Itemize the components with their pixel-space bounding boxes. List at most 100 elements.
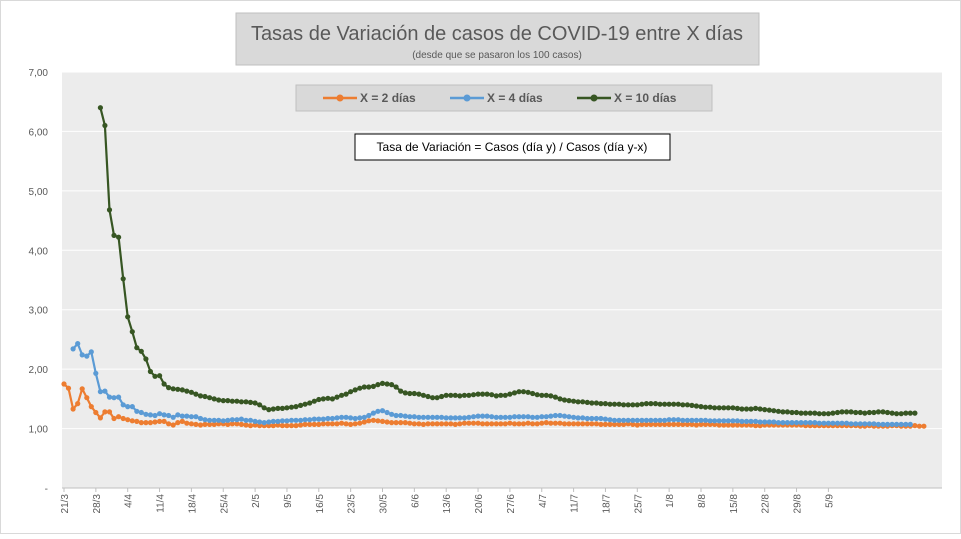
data-point xyxy=(375,382,381,388)
data-point xyxy=(575,421,581,427)
data-point xyxy=(170,422,176,428)
series-2 xyxy=(70,341,913,427)
data-point xyxy=(552,420,559,426)
data-point xyxy=(238,416,244,422)
data-point xyxy=(307,421,313,427)
data-point xyxy=(621,402,627,408)
data-point xyxy=(443,392,449,398)
x-tick-label: 11/4 xyxy=(156,494,167,513)
data-point xyxy=(220,418,226,424)
y-tick-label: - xyxy=(45,484,48,495)
data-point xyxy=(129,329,135,335)
y-tick-label: 3,00 xyxy=(29,306,49,317)
x-axis-ticks: 21/3 28/3 4/4 11/4 18/4 25/4 2/5 9/5 16/5 23/5 30/… xyxy=(60,488,835,513)
data-point xyxy=(343,421,349,427)
data-point xyxy=(266,423,272,429)
data-point xyxy=(134,418,140,424)
data-point xyxy=(398,388,404,394)
data-point xyxy=(671,401,677,407)
x-tick-label: 29/8 xyxy=(793,494,804,514)
data-point xyxy=(652,401,659,407)
x-tick-label: 20/6 xyxy=(474,494,485,514)
data-point xyxy=(261,405,267,411)
data-point xyxy=(489,414,495,420)
data-point xyxy=(534,414,540,420)
data-point xyxy=(484,413,490,419)
data-point xyxy=(684,421,691,427)
data-point xyxy=(466,420,472,426)
data-point xyxy=(147,368,153,375)
data-point xyxy=(175,412,181,418)
data-point xyxy=(152,412,158,419)
data-point xyxy=(339,420,345,426)
data-point xyxy=(716,418,722,424)
data-point xyxy=(753,423,759,429)
data-point xyxy=(762,407,768,413)
data-point xyxy=(361,419,367,425)
data-point xyxy=(430,421,436,427)
data-point xyxy=(325,415,331,422)
data-point xyxy=(357,420,363,426)
data-point xyxy=(284,405,290,411)
data-point xyxy=(402,413,408,419)
data-point xyxy=(439,393,445,400)
data-point xyxy=(853,409,859,416)
gridlines xyxy=(62,71,942,489)
data-point xyxy=(757,419,763,425)
data-point xyxy=(402,420,408,426)
data-point xyxy=(84,353,90,359)
data-point xyxy=(379,418,386,424)
data-point xyxy=(607,417,613,423)
data-point xyxy=(693,417,700,423)
data-point xyxy=(816,420,822,426)
data-point xyxy=(698,417,704,423)
x-tick-label: 22/8 xyxy=(761,494,772,514)
data-point xyxy=(584,415,590,422)
x-tick-label: 21/3 xyxy=(60,494,71,514)
data-point xyxy=(188,421,194,427)
data-point xyxy=(611,401,618,407)
data-point xyxy=(743,418,750,424)
data-point xyxy=(871,409,877,416)
data-point xyxy=(639,401,645,407)
x-tick-label: 13/6 xyxy=(442,494,453,514)
data-point xyxy=(516,414,522,420)
data-point xyxy=(552,412,559,419)
data-point xyxy=(734,422,741,428)
data-point xyxy=(634,422,640,428)
data-point xyxy=(175,386,181,392)
data-point xyxy=(316,396,322,403)
data-point xyxy=(821,420,827,426)
data-point xyxy=(903,410,909,416)
data-point xyxy=(753,405,759,411)
data-point xyxy=(366,412,372,419)
data-point xyxy=(889,421,895,427)
data-point xyxy=(684,417,691,423)
data-point xyxy=(425,393,431,400)
data-point xyxy=(621,421,627,427)
data-point xyxy=(584,399,590,405)
data-point xyxy=(762,419,768,425)
data-point xyxy=(384,381,390,387)
data-point xyxy=(671,421,677,427)
data-point xyxy=(370,410,376,416)
data-point xyxy=(97,415,103,421)
data-point xyxy=(493,414,499,420)
data-point xyxy=(393,412,399,419)
data-point xyxy=(903,421,909,427)
data-point xyxy=(784,409,791,415)
data-point xyxy=(197,422,204,428)
y-tick-label: 7,00 xyxy=(29,68,49,79)
data-point xyxy=(275,418,281,424)
data-point xyxy=(875,409,882,415)
data-point xyxy=(170,414,176,420)
data-point xyxy=(525,420,531,426)
data-point xyxy=(234,421,240,427)
data-point xyxy=(520,414,527,420)
data-point xyxy=(739,422,745,428)
data-point xyxy=(789,409,795,416)
data-point xyxy=(197,415,204,422)
data-point xyxy=(793,409,800,416)
data-point xyxy=(775,420,782,426)
data-point xyxy=(525,389,531,395)
